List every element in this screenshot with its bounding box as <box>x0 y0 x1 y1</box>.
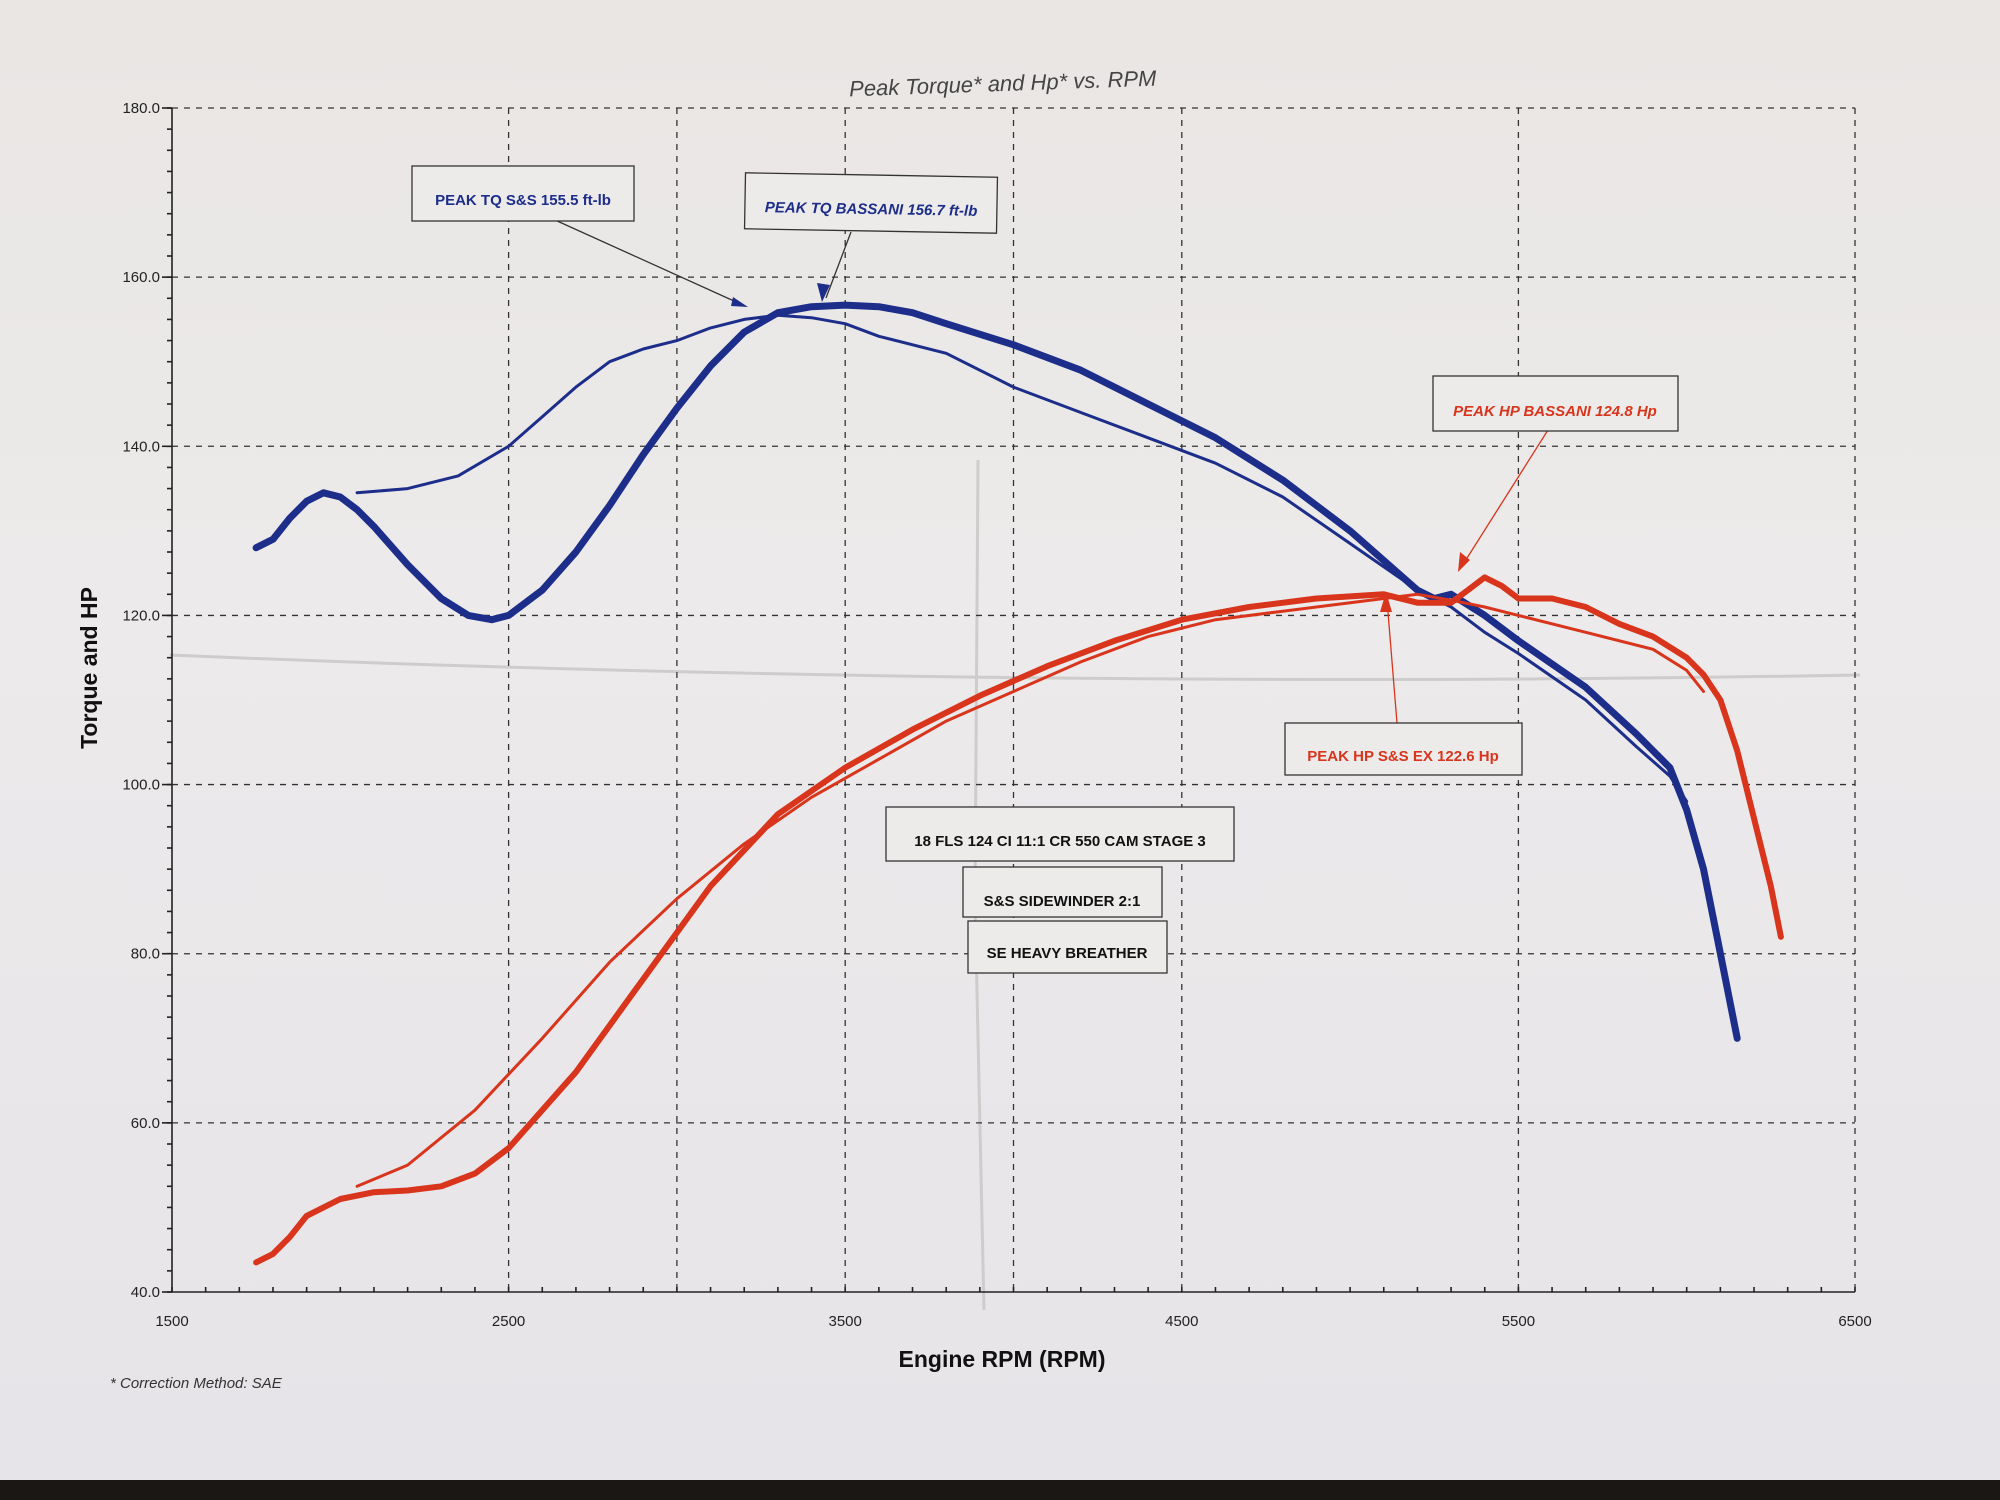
peak-hp-bassani-leader <box>1461 429 1549 567</box>
x-tick-label: 3500 <box>829 1313 862 1330</box>
hp-curve-bassani <box>253 574 1784 1266</box>
peak-hp-ss-box <box>1284 722 1523 776</box>
y-tick-label: 40.0 <box>131 1284 160 1301</box>
exhaust-spec-box <box>962 866 1163 918</box>
x-tick-label: 2500 <box>492 1313 525 1330</box>
peak-tq-bassani-leader <box>825 231 852 299</box>
peak-tq-ss-box <box>411 165 635 222</box>
y-axis-label: Torque and HP <box>76 587 102 749</box>
series-group <box>252 301 1784 1266</box>
y-tick-label: 180.0 <box>122 100 160 117</box>
peak-tq-bassani-box <box>743 172 999 234</box>
intake-spec-box <box>967 920 1168 974</box>
x-tick-label: 4500 <box>1165 1313 1198 1330</box>
peak-tq-ss-leader <box>554 219 746 307</box>
y-tick-label: 80.0 <box>131 946 160 963</box>
hp-curve-ss <box>355 592 1705 1188</box>
intake-spec-label: SE HEAVY BREATHER <box>987 945 1148 962</box>
grid <box>162 107 1861 1311</box>
peak-hp-ss-arrow <box>1380 592 1392 612</box>
peak-hp-ss-leader <box>1386 599 1398 724</box>
x-tick-label: 1500 <box>155 1313 188 1330</box>
peak-tq-ss-label: PEAK TQ S&S 155.5 ft-lb <box>435 192 611 209</box>
peak-hp-bassani-arrow <box>1458 552 1470 572</box>
engine-spec-box <box>885 806 1235 862</box>
peak-hp-bassani-callout: PEAK HP BASSANI 124.8 Hp <box>1432 375 1679 572</box>
y-tick-label: 60.0 <box>131 1115 160 1132</box>
paper-fold-horizontal <box>169 653 1861 681</box>
tick-labels: 40.0 60.0 80.0 100.0 120.0 140.0 160.0 180.0 150… <box>122 100 1871 1330</box>
x-tick-label: 5500 <box>1502 1313 1535 1330</box>
y-tick-label: 140.0 <box>122 438 160 455</box>
peak-hp-ss-callout: PEAK HP S&S EX 122.6 Hp <box>1284 592 1523 776</box>
x-tick-label: 6500 <box>1838 1313 1871 1330</box>
chart-title: Peak Torque* and Hp* vs. RPM <box>849 66 1158 102</box>
peak-tq-bassani-label: PEAK TQ BASSANI 156.7 ft-lb <box>765 199 978 220</box>
peak-hp-ss-label: PEAK HP S&S EX 122.6 Hp <box>1307 748 1498 765</box>
build-spec-callouts: 18 FLS 124 CI 11:1 CR 550 CAM STAGE 3 S&… <box>885 806 1235 974</box>
torque-curve-ss <box>355 313 1689 803</box>
peak-tq-bassani-callout: PEAK TQ BASSANI 156.7 ft-lb <box>743 172 999 302</box>
annotations: PEAK TQ S&S 155.5 ft-lb PEAK TQ BASSANI … <box>411 165 1679 974</box>
y-tick-label: 160.0 <box>122 269 160 286</box>
peak-tq-ss-callout: PEAK TQ S&S 155.5 ft-lb <box>411 165 748 307</box>
x-axis-label: Engine RPM (RPM) <box>899 1346 1106 1372</box>
y-tick-label: 120.0 <box>122 607 160 624</box>
y-tick-label: 100.0 <box>122 777 160 794</box>
torque-curve-bassani <box>252 301 1741 1042</box>
peak-tq-bassani-arrow <box>817 283 830 302</box>
engine-spec-label: 18 FLS 124 CI 11:1 CR 550 CAM STAGE 3 <box>914 833 1206 850</box>
exhaust-spec-label: S&S SIDEWINDER 2:1 <box>984 893 1141 910</box>
peak-hp-bassani-label: PEAK HP BASSANI 124.8 Hp <box>1453 403 1657 420</box>
correction-note: * Correction Method: SAE <box>110 1375 283 1392</box>
peak-tq-ss-arrow <box>731 297 748 307</box>
peak-hp-bassani-box <box>1432 375 1679 432</box>
